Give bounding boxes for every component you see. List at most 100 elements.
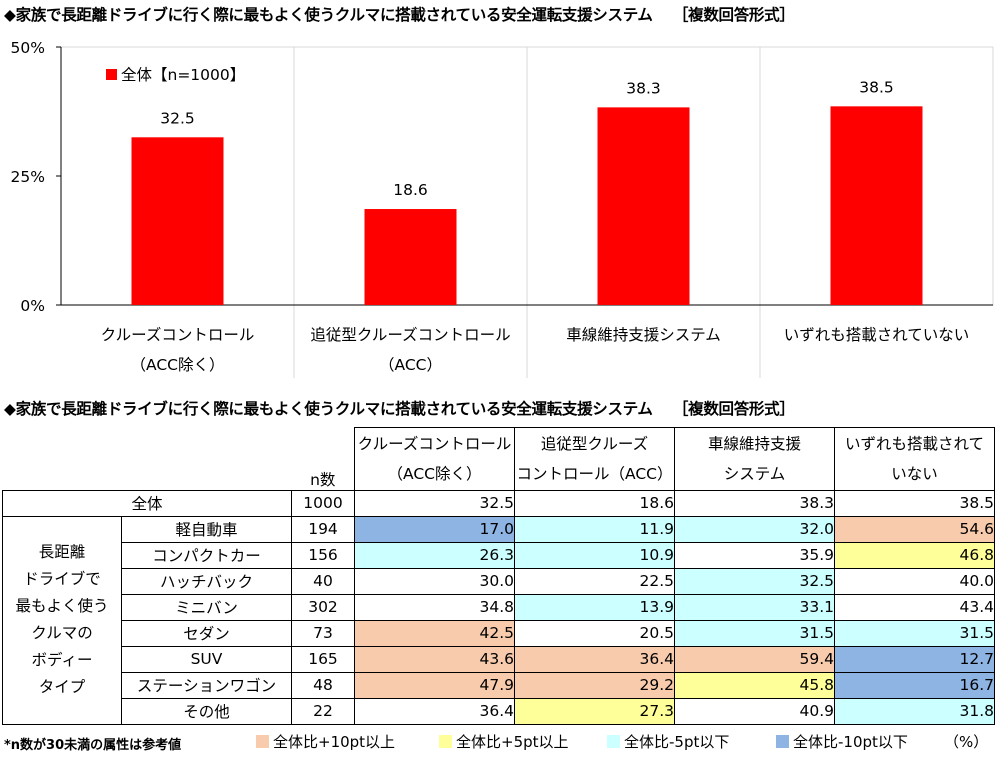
legend-label: 全体【n=1000】	[121, 66, 245, 84]
table-row: その他 22 36.4 27.3 40.9 31.8	[3, 697, 995, 725]
n-cell: 48	[291, 671, 355, 699]
bar	[597, 107, 690, 305]
column-header: 追従型クルーズコントロール（ACC）	[514, 427, 675, 491]
bar	[830, 106, 923, 305]
value-cell: 31.5	[834, 619, 995, 647]
group-label-line: ドライブで	[23, 570, 101, 588]
x-tick-label: 車線維持支援システム	[566, 326, 721, 344]
row-label: コンパクトカー	[121, 541, 292, 569]
value-cell: 30.0	[354, 567, 515, 595]
n-cell: 165	[291, 645, 355, 673]
value-cell: 32.5	[674, 567, 835, 595]
legend-swatch	[106, 69, 117, 80]
table-row: ハッチバック 40 30.0 22.5 32.5 40.0	[3, 567, 995, 595]
x-tick-label: いずれも搭載されていない	[784, 326, 970, 344]
table-row: ミニバン 302 34.8 13.9 33.1 43.4	[3, 593, 995, 621]
row-label: ハッチバック	[121, 567, 292, 595]
bar	[131, 137, 224, 305]
n-cell: 194	[291, 515, 355, 543]
table-row-total: 全体 1000 32.5 18.6 38.3 38.5	[2, 489, 995, 517]
n-cell: 73	[291, 619, 355, 647]
value-cell: 36.4	[354, 697, 515, 725]
row-label: 軽自動車	[121, 515, 292, 543]
column-header-line: （ACC除く）	[387, 464, 482, 483]
n-cell: 1000	[291, 489, 355, 517]
x-tick-label: （ACC除く）	[131, 356, 225, 374]
value-cell: 47.9	[354, 671, 515, 699]
reference-note: *n数が30未満の属性は参考値	[4, 738, 182, 753]
value-cell: 12.7	[834, 645, 995, 673]
legend-swatch	[776, 735, 789, 748]
table-row: 長距離 ドライブで 最もよく使う クルマの ボディー タイプ 軽自動車 194 17.0 11.9…	[2, 515, 995, 725]
n-cell: 156	[291, 541, 355, 569]
value-cell: 34.8	[354, 593, 515, 621]
n-cell: 22	[291, 697, 355, 725]
table-row: セダン 73 42.5 20.5 31.5 31.5	[3, 619, 995, 647]
value-cell: 40.0	[834, 567, 995, 595]
value-cell: 17.0	[354, 515, 515, 543]
row-label: SUV	[121, 645, 292, 673]
column-header-line: いずれも搭載されて	[844, 434, 985, 453]
column-header-line: コントロール（ACC）	[516, 464, 673, 483]
value-cell: 43.6	[354, 645, 515, 673]
row-label: ミニバン	[121, 593, 292, 621]
table-row: ステーションワゴン 48 47.9 29.2 45.8 16.7	[3, 671, 995, 699]
value-cell: 13.9	[514, 593, 675, 621]
legend-item-label: 全体比-5pt以下	[624, 733, 730, 751]
legend-swatch	[607, 735, 620, 748]
value-cell: 43.4	[834, 593, 995, 621]
value-cell: 29.2	[514, 671, 675, 699]
legend-item: 全体比-10pt以下	[776, 731, 908, 752]
cross-table: n数 クルーズコントロール （ACC除く） 追従型クルーズ コントロール（ACC） 車線維…	[2, 427, 995, 725]
group-label: 長距離 ドライブで 最もよく使う クルマの ボディー タイプ	[2, 515, 122, 725]
value-cell: 10.9	[514, 541, 675, 569]
table-row: SUV 165 43.6 36.4 59.4 12.7	[3, 645, 995, 673]
legend-item: 全体比+5pt以上	[439, 731, 569, 752]
column-header-line: システム	[723, 464, 786, 483]
value-cell: 54.6	[834, 515, 995, 543]
n-cell: 40	[291, 567, 355, 595]
value-cell: 46.8	[834, 541, 995, 569]
value-cell: 32.0	[674, 515, 835, 543]
column-header: いずれも搭載されて いない	[834, 427, 995, 491]
n-header: n数	[310, 470, 336, 489]
chart-title: ◆家族で長距離ドライブに行く際に最もよく使うクルマに搭載されている安全運転支援シ…	[4, 6, 795, 24]
value-cell: 38.3	[674, 489, 835, 517]
legend-item-label: 全体比+10pt以上	[273, 733, 396, 751]
column-header-line: 車線維持支援	[707, 434, 801, 453]
x-tick-label: （ACC）	[379, 356, 442, 374]
value-cell: 16.7	[834, 671, 995, 699]
n-cell: 302	[291, 593, 355, 621]
table-legend: *n数が30未満の属性は参考値 全体比+10pt以上 全体比+5pt以上 全体比-5…	[4, 731, 1000, 753]
group-label-line: 長距離	[38, 543, 86, 561]
value-cell: 42.5	[354, 619, 515, 647]
legend-item-label: 全体比+5pt以上	[456, 733, 569, 751]
column-header: 車線維持支援 システム	[674, 427, 835, 491]
y-tick-label: 25%	[11, 168, 45, 186]
value-cell: 36.4	[514, 645, 675, 673]
value-cell: 18.6	[514, 489, 675, 517]
column-header: クルーズコントロール （ACC除く）	[354, 427, 515, 491]
y-tick-label: 0%	[20, 297, 45, 315]
column-header-line: いない	[891, 464, 938, 483]
bar	[364, 209, 457, 305]
row-label: その他	[121, 697, 292, 725]
bar-data-label: 38.5	[859, 78, 894, 96]
value-cell: 22.5	[514, 567, 675, 595]
bar-data-label: 18.6	[393, 181, 428, 199]
y-tick-label: 50%	[11, 39, 45, 57]
row-label: 全体	[2, 489, 292, 517]
value-cell: 35.9	[674, 541, 835, 569]
value-cell: 31.8	[834, 697, 995, 725]
value-cell: 27.3	[514, 697, 675, 725]
legend-swatch	[256, 735, 269, 748]
value-cell: 20.5	[514, 619, 675, 647]
column-header-line: 追従型クルーズ	[540, 434, 649, 453]
legend-item-label: 全体比-10pt以下	[793, 733, 908, 751]
group-label-line: ボディー	[31, 651, 93, 669]
x-tick-label: 追従型クルーズコントロール	[310, 326, 510, 344]
unit-label: （%）	[944, 733, 989, 751]
column-header-line: クルーズコントロール	[357, 434, 512, 453]
group-label-line: 最もよく使う	[15, 597, 109, 615]
header-blank	[3, 428, 292, 491]
